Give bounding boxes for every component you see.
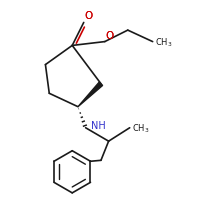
Text: CH$_3$: CH$_3$ xyxy=(155,36,172,49)
Text: O: O xyxy=(106,31,114,41)
Text: O: O xyxy=(85,11,93,21)
Text: O: O xyxy=(85,11,93,21)
Text: NH: NH xyxy=(91,121,106,131)
Text: CH$_3$: CH$_3$ xyxy=(132,122,149,135)
Polygon shape xyxy=(78,82,103,107)
Text: O: O xyxy=(106,31,114,41)
